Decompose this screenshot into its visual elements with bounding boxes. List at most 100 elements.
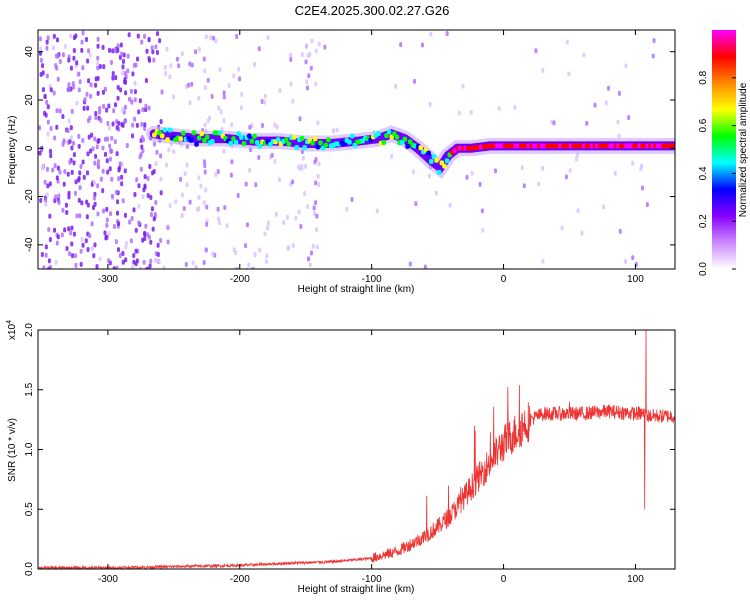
spectrogram-cell [115,151,119,157]
spectrogram-cell [120,122,124,128]
spectrogram-cell [122,52,126,58]
spectrogram-cell [158,38,162,44]
spectrogram-cell [182,206,186,212]
spectrogram-cell [203,163,207,169]
spectrogram-cell [263,231,267,237]
spectrogram-cell [537,181,541,187]
snr-x-label: Height of straight line (km) [298,584,415,595]
ridge-point [241,141,247,147]
ridge-point [252,133,257,139]
spectrogram-cell [541,165,545,171]
spectrogram-cell [70,241,74,247]
spectrogram-cell [67,87,71,93]
spectrogram-cell [126,68,130,74]
spectrogram-cell [116,95,120,101]
spectrogram-cell [123,104,127,110]
ridge-point [310,140,315,146]
spectrogram-y-ticks: -40 -20 0 20 40 [24,46,675,252]
spectrogram-cell [144,77,148,83]
spectrogram-cell [74,262,78,268]
spectrogram-cell [93,191,97,197]
spectrogram-cell [111,48,115,54]
spectrogram-cell [79,261,83,267]
spectrogram-cell [67,226,71,232]
spectrogram-cell [265,253,269,259]
spectrogram-cell [301,155,305,161]
spectrogram-cell [96,61,100,67]
spectrogram-cell [77,133,81,139]
spectrogram-cell [81,138,85,144]
spectrogram-cell [115,210,119,216]
spectrogram-cell [133,192,137,198]
ridge-point [442,163,447,169]
ridge-point [384,133,389,139]
spectrogram-cell [428,101,432,107]
ridge-point [181,130,186,136]
spectrogram-cell [69,33,73,39]
spectrogram-cell [304,163,308,169]
spectrogram-cell [177,63,181,69]
spectrogram-cell [153,257,157,263]
spectrogram-cell [93,160,97,166]
spectrogram-cell [222,94,226,100]
spectrogram-cell [96,164,100,170]
spectrogram-cell [116,84,120,90]
spectrogram-cell [593,102,597,108]
spectrogram-cell [125,142,129,148]
spectrogram-cell [98,256,102,262]
spectrogram-cell [138,154,142,160]
spectrogram-cell [72,140,76,146]
spectrogram-cell [70,145,74,151]
spectrogram-cell [146,266,150,269]
spectrogram-cell [139,166,143,172]
spectrogram-cell [72,47,76,53]
spectrogram-cell [254,182,258,188]
spectrogram-cell [412,78,416,84]
spectrogram-cell [159,118,163,124]
spectrogram-cell [166,239,170,245]
spectrogram-cell [303,191,307,197]
spectrogram-cell [278,87,282,93]
spectrogram-cell [202,260,206,266]
spectrogram-cell [155,149,159,155]
spectrogram-cell [60,232,64,238]
spectrogram-cell [61,113,65,119]
spectrogram-cell [316,173,320,179]
spectrogram-cell [101,188,105,194]
spectrogram-cell [116,247,120,253]
spectrogram-cell [308,51,312,57]
spectrogram-cell [45,192,49,198]
spectrogram-cell [63,169,67,175]
spectrogram-cell [180,192,184,198]
spectrogram-cell [534,48,538,54]
spectrogram-cell [194,264,198,269]
spectrogram-cell [323,44,327,50]
spectrogram-cell [399,42,403,48]
spectrogram-cell [552,120,556,126]
spectrogram-cell [99,117,103,123]
spectrogram-cell [216,206,220,212]
spectrogram-cell [309,250,313,256]
spectrogram-cell [132,252,136,258]
spectrogram-cell [46,166,50,172]
spectrogram-cell [152,57,156,63]
spectrogram-cell [110,176,114,182]
spectrogram-cell [306,85,310,91]
spectrogram-cell [239,105,243,111]
spectrogram-cell [150,45,154,51]
spectrogram-cell [304,59,308,65]
y-tick-label: -20 [24,189,35,204]
spectrogram-cell [274,211,278,217]
spectrogram-cell [564,174,568,180]
spectrogram-cell [80,236,84,242]
ridge-point [386,129,392,135]
spectrogram-cell [140,39,144,45]
spectrogram-cell [260,122,264,128]
spectrogram-cell [114,75,118,81]
spectrogram-cell [131,133,135,139]
spectrogram-cell [150,206,154,212]
spectrogram-cell [154,161,158,167]
ridge-point [286,141,292,147]
spectrogram-cell [102,103,106,109]
spectrogram-cell [204,34,208,40]
